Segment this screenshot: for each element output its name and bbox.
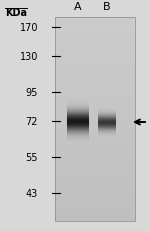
Text: 170: 170 [20,23,38,33]
Text: 43: 43 [26,188,38,198]
Text: 55: 55 [26,152,38,162]
Text: KDa: KDa [5,8,27,18]
Text: B: B [103,2,111,12]
Text: 95: 95 [26,88,38,97]
Text: 130: 130 [20,52,38,62]
Text: A: A [74,2,82,12]
Bar [55,18,135,221]
Text: 72: 72 [26,116,38,126]
